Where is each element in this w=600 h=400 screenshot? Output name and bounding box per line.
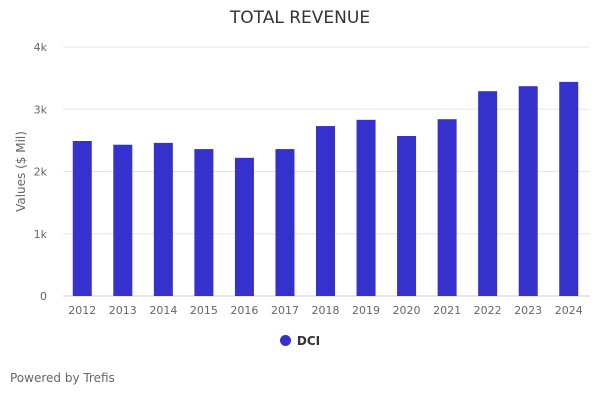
bar-2017	[275, 149, 295, 296]
bar-2012	[72, 140, 92, 296]
legend-marker	[279, 335, 291, 346]
y-axis-label: Values ($ Mil)	[14, 131, 28, 212]
x-tick-label: 2022	[474, 304, 502, 317]
x-tick-label: 2023	[514, 304, 542, 317]
bar-2019	[356, 119, 376, 297]
bar-2020	[397, 136, 417, 296]
bar-2022	[478, 91, 498, 296]
x-tick-label: 2012	[68, 304, 96, 317]
bar-2023	[518, 86, 538, 296]
chart-title: TOTAL REVENUE	[229, 8, 371, 28]
x-tick-label: 2018	[312, 304, 340, 317]
x-tick-label: 2019	[352, 304, 380, 317]
y-tick-label: 1k	[34, 228, 48, 241]
credit-text: Powered by Trefis	[10, 371, 115, 385]
x-tick-label: 2016	[230, 304, 258, 317]
bar-2021	[437, 119, 457, 297]
x-tick-label: 2024	[555, 304, 583, 317]
legend[interactable]: DCI	[0, 334, 600, 348]
bar-2024	[559, 81, 579, 296]
x-tick-label: 2017	[271, 304, 299, 317]
x-tick-label: 2014	[149, 304, 177, 317]
x-tick-label: 2020	[393, 304, 421, 317]
bar-2015	[194, 149, 214, 296]
bar-2013	[113, 144, 133, 296]
legend-label: DCI	[296, 334, 321, 348]
y-tick-label: 0	[40, 290, 47, 303]
y-tick-label: 4k	[34, 41, 48, 54]
bar-2018	[316, 126, 335, 297]
x-tick-label: 2013	[109, 304, 137, 317]
y-tick-label: 2k	[34, 166, 48, 179]
bar-2014	[153, 142, 173, 296]
y-tick-label: 3k	[34, 103, 48, 116]
x-tick-label: 2021	[433, 304, 461, 317]
bar-chart: 0 1k 2k 3k 4k Values ($ Mil) 2012 2013 2014 2015 2…	[14, 41, 590, 317]
x-tick-label: 2015	[190, 304, 218, 317]
bar-2016	[234, 157, 254, 296]
